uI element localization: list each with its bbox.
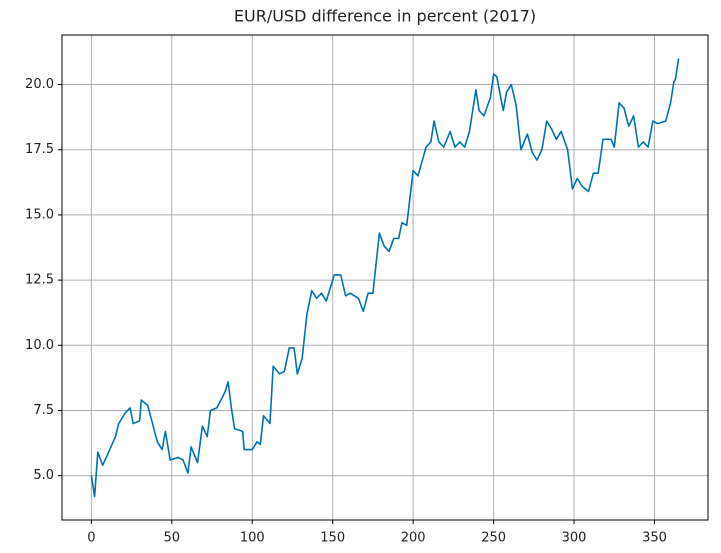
x-tick-label: 350 bbox=[642, 531, 667, 546]
x-tick-label: 100 bbox=[240, 531, 265, 546]
x-tick-label: 200 bbox=[401, 531, 426, 546]
y-tick-label: 12.5 bbox=[25, 273, 54, 288]
x-tick-label: 250 bbox=[481, 531, 506, 546]
y-tick-label: 17.5 bbox=[25, 142, 54, 157]
x-tick-label: 300 bbox=[562, 531, 587, 546]
y-tick-label: 7.5 bbox=[33, 403, 54, 418]
x-tick-label: 0 bbox=[87, 531, 95, 546]
y-tick-label: 10.0 bbox=[25, 338, 54, 353]
line-series bbox=[90, 58, 680, 498]
y-tick-label: 15.0 bbox=[25, 207, 54, 222]
x-tick-label: 150 bbox=[320, 531, 345, 546]
y-tick-label: 20.0 bbox=[25, 77, 54, 92]
x-tick-label: 50 bbox=[164, 531, 181, 546]
chart-title: EUR/USD difference in percent (2017) bbox=[234, 7, 536, 26]
plot-frame bbox=[61, 34, 709, 521]
y-tick-label: 5.0 bbox=[33, 468, 54, 483]
